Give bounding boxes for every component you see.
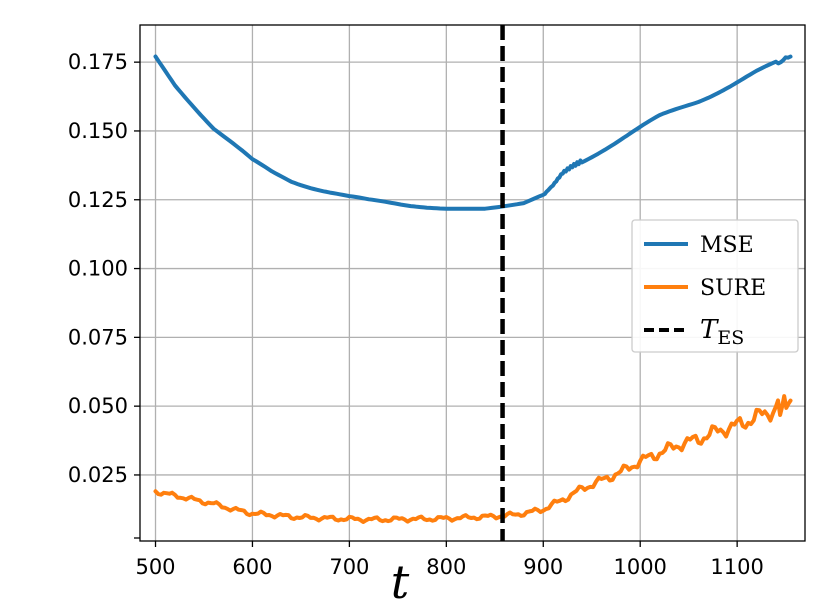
y-tick-label: 0.150 [68,119,128,143]
x-tick-label: 600 [232,555,272,579]
x-tick-label: 1000 [613,555,666,579]
y-tick-label: 0.025 [68,463,128,487]
x-tick-label: 700 [329,555,369,579]
x-tick-label: 900 [523,555,563,579]
legend-label-es: TES [700,315,744,349]
series-line-sure [153,394,793,524]
y-tick-label: 0.100 [68,257,128,281]
x-tick-label: 800 [426,555,466,579]
x-axis-label: t [391,555,410,608]
x-tick-label: 500 [135,555,175,579]
y-tick-label: 0.125 [68,188,128,212]
plot-frame [139,24,806,542]
legend-box [631,219,799,353]
legend-label-sure: SURE [700,276,766,301]
axis-ticks: 500 600 700 800 900 1000 1100 0.025 0.050 0.075 0.… [68,50,764,579]
legend-label-es-symbol: T [700,315,719,345]
series-layer [153,54,793,524]
legend: MSE SURE TES [631,219,799,353]
legend-label-mse: MSE [700,233,754,258]
y-tick-label: 0.175 [68,50,128,74]
legend-label-es-subscript: ES [717,327,744,349]
y-tick-label: 0.050 [68,394,128,418]
x-tick-label: 1100 [710,555,763,579]
y-tick-label: 0.075 [68,325,128,349]
series-line-mse [153,54,793,211]
